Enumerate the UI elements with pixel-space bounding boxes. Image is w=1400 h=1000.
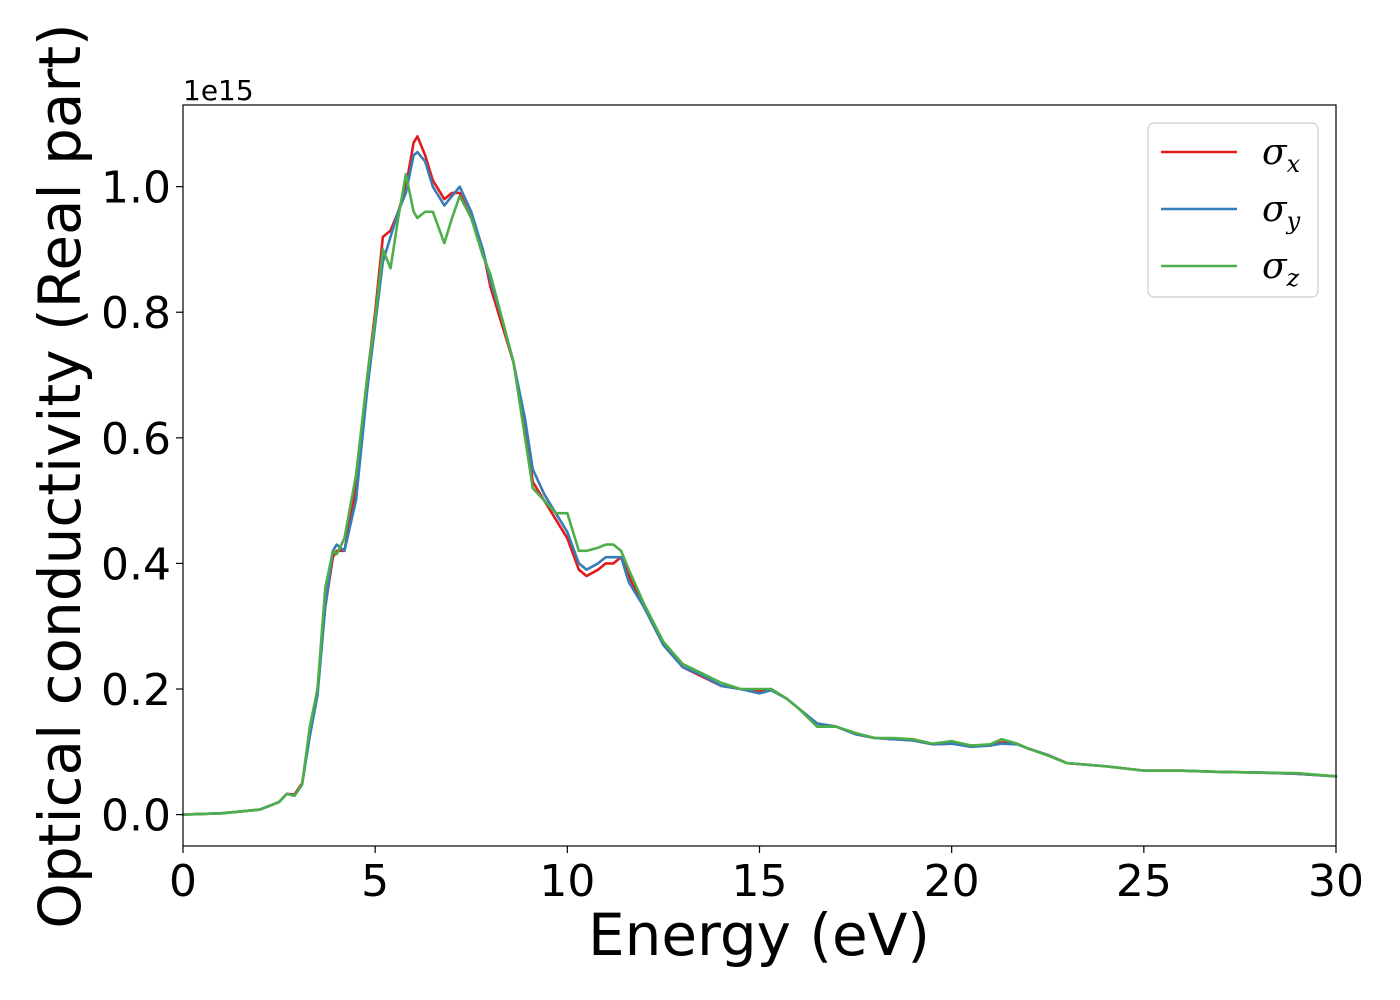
x-tick-label: 0 xyxy=(169,856,197,907)
x-tick-label: 25 xyxy=(1116,856,1172,907)
series-layer xyxy=(181,135,1338,816)
y-tick-label: 0.8 xyxy=(101,288,171,339)
x-tick-label: 5 xyxy=(361,856,389,907)
x-axis: 0 5 10 15 20 25 30 xyxy=(169,846,1364,907)
legend-label-z: σz xyxy=(1262,246,1300,292)
y-axis-label: Optical conductivity (Real part) xyxy=(26,23,94,928)
y-offset-label: 1e15 xyxy=(183,74,254,107)
legend-label-x: σx xyxy=(1262,132,1301,178)
y-tick-label: 0.4 xyxy=(101,539,171,590)
x-tick-label: 10 xyxy=(539,856,595,907)
legend-items: σx σy σz xyxy=(1161,132,1301,292)
y-tick-label: 1.0 xyxy=(101,163,171,214)
x-tick-label: 30 xyxy=(1308,856,1364,907)
y-tick-label: 0.0 xyxy=(101,791,171,842)
x-axis-label: Energy (eV) xyxy=(588,901,930,969)
y-tick-label: 0.6 xyxy=(101,414,171,465)
y-axis: 0.0 0.2 0.4 0.6 0.8 1.0 xyxy=(101,163,183,842)
x-tick-label: 15 xyxy=(732,856,788,907)
legend: σx σy σz xyxy=(1147,122,1319,298)
series-line-z xyxy=(181,172,1338,816)
x-tick-label: 20 xyxy=(924,856,980,907)
legend-label-y: σy xyxy=(1262,189,1301,235)
y-tick-label: 0.2 xyxy=(101,665,171,716)
